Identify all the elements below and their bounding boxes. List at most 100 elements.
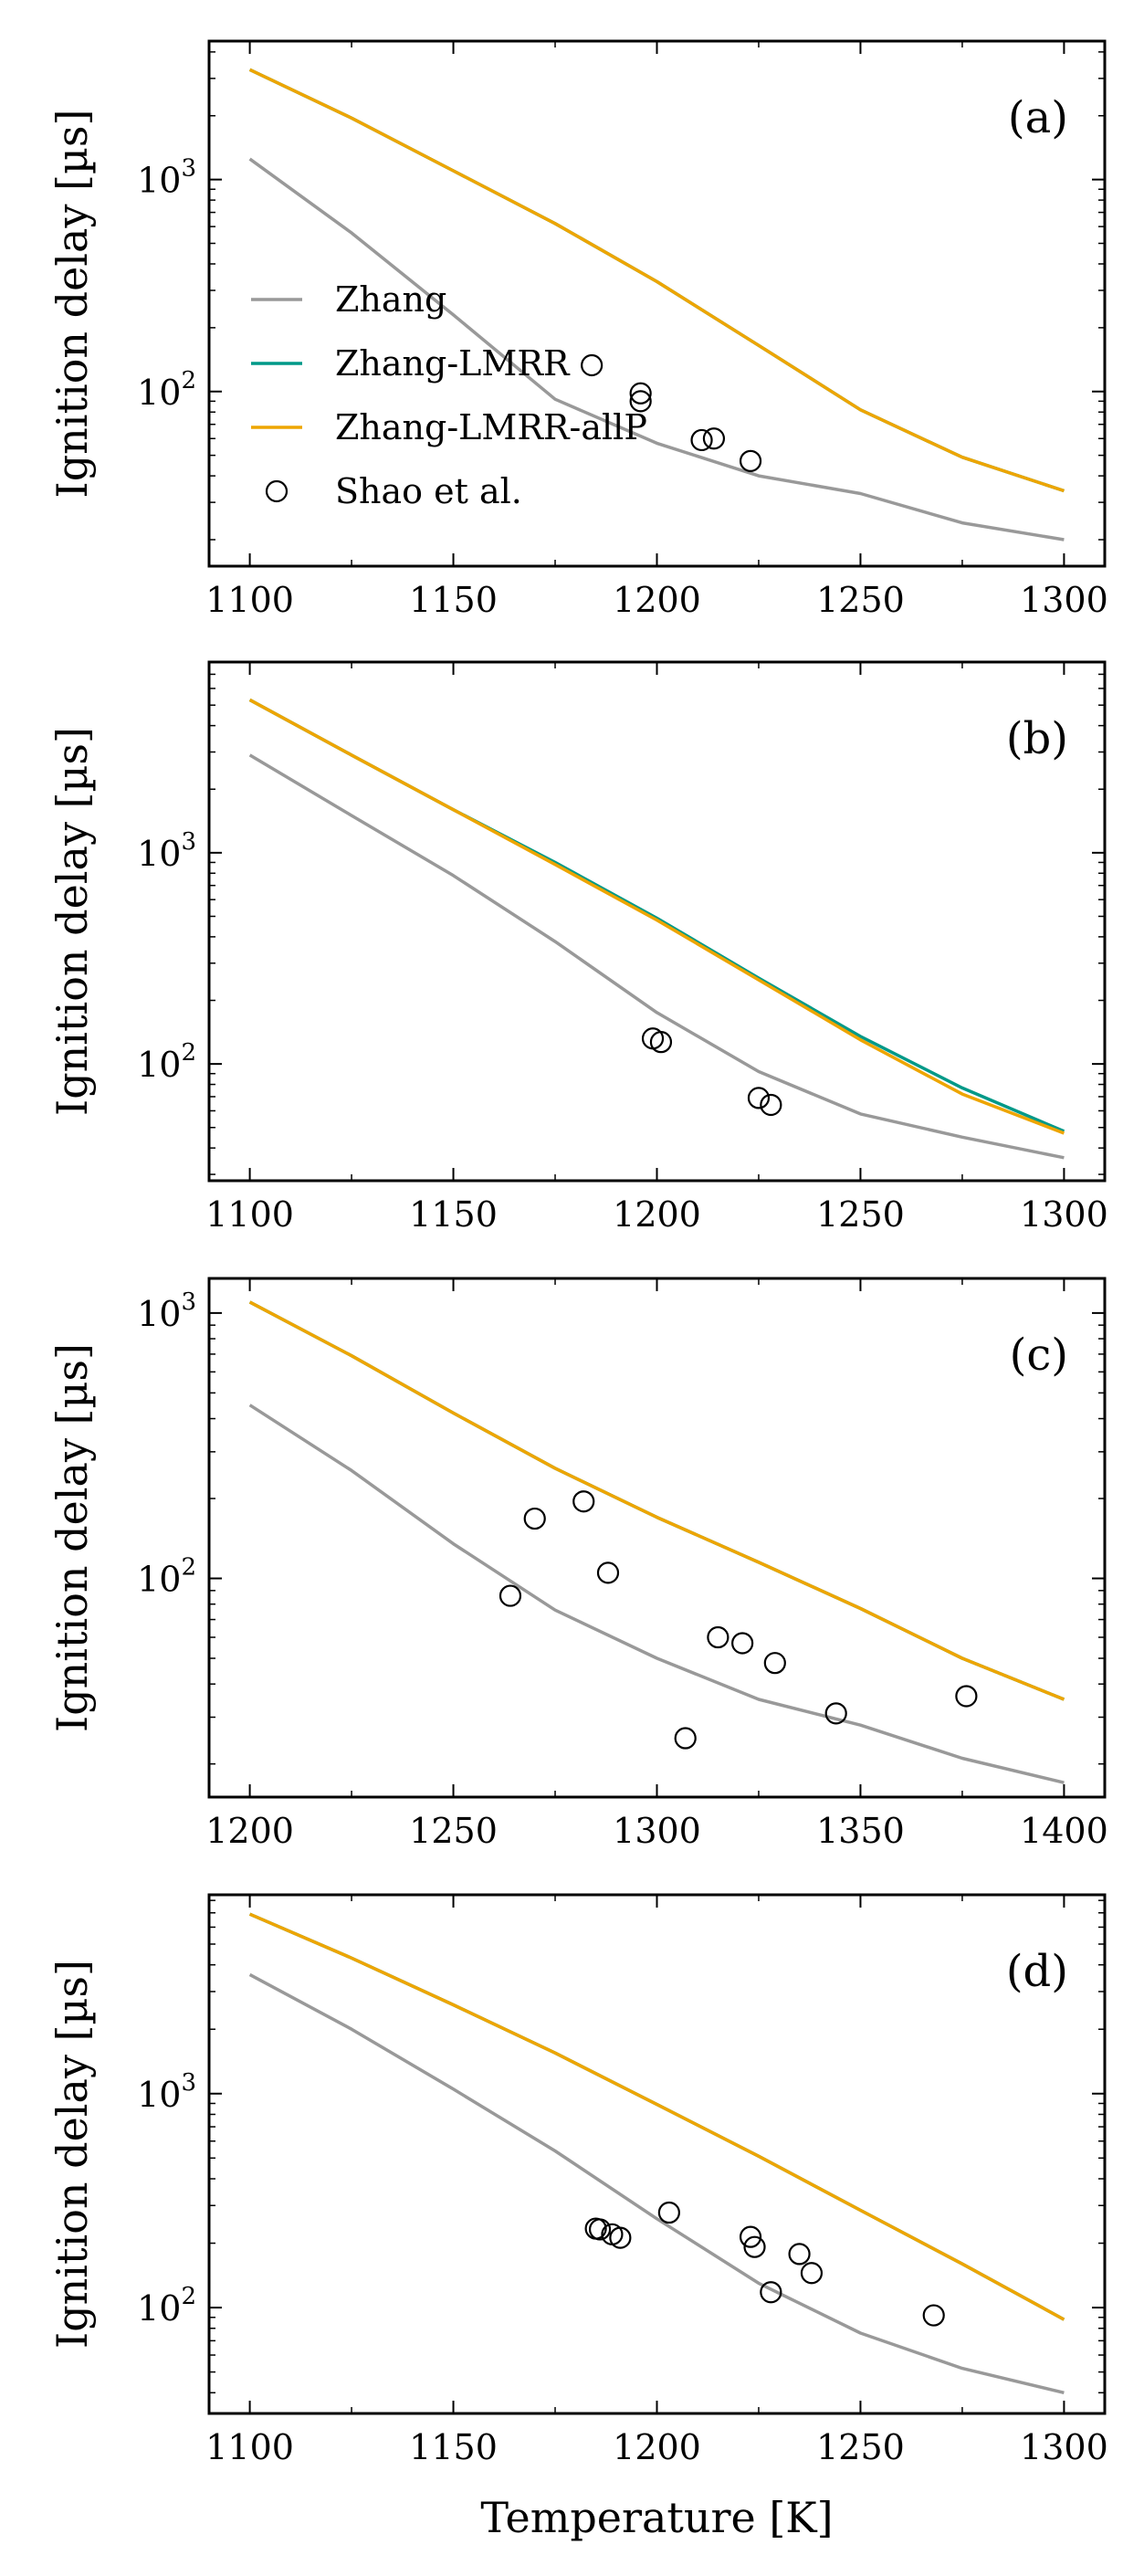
y-tick-label: 103: [137, 1288, 196, 1334]
x-tick-label: 1150: [409, 580, 498, 620]
y-tick-exponent: 2: [181, 1039, 196, 1067]
y-tick-label: 102: [137, 1039, 196, 1085]
data-area: [248, 68, 1065, 541]
data-point-shao: [955, 1685, 978, 1708]
y-axis-title: Ignition delay [µs]: [47, 1343, 97, 1732]
x-tick-label: 1300: [613, 1811, 701, 1851]
data-point-shao: [581, 353, 603, 377]
legend-label: Zhang: [335, 279, 446, 320]
x-tick-label: 1200: [205, 1811, 294, 1851]
series-line-zhang: [248, 753, 1065, 1160]
data-point-shao: [760, 2281, 782, 2304]
series-line-zhang: [248, 1404, 1065, 1784]
data-point-shao: [731, 1632, 754, 1655]
data-point-shao: [739, 449, 762, 472]
series-line-zhang: [248, 157, 1065, 541]
data-point-shao: [824, 1702, 847, 1725]
data-point-shao: [800, 2262, 824, 2285]
y-tick-exponent: 3: [181, 155, 196, 183]
y-tick-label: 103: [137, 2069, 196, 2115]
data-point-shao: [499, 1584, 522, 1607]
series-line-zhang-lmrr-allp: [248, 1300, 1065, 1701]
y-tick-exponent: 3: [181, 828, 196, 856]
series-line-zhang-lmrr-allp: [248, 1912, 1065, 2321]
y-tick-exponent: 2: [181, 2283, 196, 2310]
data-point-shao: [649, 1031, 673, 1054]
x-tick-label: 1150: [409, 2427, 498, 2467]
axes-frame: [207, 660, 1107, 1183]
data-point-shao: [922, 2304, 945, 2327]
y-tick-base: 10: [137, 2075, 181, 2115]
data-area: [248, 698, 1065, 1160]
data-point-shao: [760, 1093, 782, 1117]
data-point-shao: [707, 1625, 729, 1649]
x-tick-label: 1250: [409, 1811, 498, 1851]
legend-label: Shao et al.: [335, 471, 522, 511]
y-tick-base: 10: [137, 834, 181, 874]
data-point-shao: [739, 2225, 762, 2248]
y-axis-title: Ignition delay [µs]: [47, 727, 97, 1116]
y-tick-label: 102: [137, 2283, 196, 2329]
panel-label: (d): [1006, 1946, 1068, 1997]
x-tick-label: 1300: [1020, 580, 1108, 620]
y-tick-base: 10: [137, 1560, 181, 1600]
x-tick-label: 1150: [409, 1194, 498, 1235]
panel-label: (b): [1006, 713, 1068, 764]
y-tick-base: 10: [137, 2288, 181, 2329]
data-point-shao: [743, 2235, 766, 2258]
y-tick-base: 10: [137, 1045, 181, 1085]
series-line-zhang-lmrr: [248, 1300, 1065, 1701]
series-line-zhang: [248, 1972, 1065, 2395]
x-tick-label: 1250: [816, 580, 905, 620]
legend-label: Zhang-LMRR: [335, 343, 571, 384]
y-tick-exponent: 3: [181, 2069, 196, 2097]
x-tick-label: 1300: [1020, 2427, 1108, 2467]
x-tick-label: 1200: [613, 580, 701, 620]
y-tick-exponent: 2: [181, 367, 196, 394]
y-tick-exponent: 2: [181, 1554, 196, 1582]
x-tick-label: 1250: [816, 1194, 905, 1235]
y-tick-base: 10: [137, 1294, 181, 1334]
y-axis-title: Ignition delay [µs]: [47, 1960, 97, 2349]
x-tick-label: 1350: [816, 1811, 905, 1851]
axes-frame: [207, 1893, 1107, 2415]
panel-label: (c): [1010, 1330, 1068, 1381]
series-line-zhang-lmrr-allp: [248, 68, 1065, 493]
y-tick-label: 103: [137, 155, 196, 201]
data-point-shao: [702, 427, 726, 450]
data-point-shao: [609, 2226, 632, 2249]
data-point-shao: [788, 2243, 811, 2266]
y-tick-exponent: 3: [181, 1288, 196, 1316]
data-point-shao: [657, 2201, 680, 2224]
x-tick-label: 1100: [205, 2427, 294, 2467]
data-point-shao: [690, 428, 713, 452]
panel-label: (a): [1008, 92, 1068, 143]
y-tick-label: 102: [137, 367, 196, 413]
y-tick-label: 102: [137, 1554, 196, 1600]
x-tick-label: 1200: [613, 1194, 701, 1235]
data-point-shao: [747, 1087, 771, 1109]
data-area: [248, 1912, 1065, 2395]
x-tick-label: 1100: [205, 1194, 294, 1235]
x-tick-label: 1200: [613, 2427, 701, 2467]
data-point-shao: [596, 1561, 620, 1584]
data-area: [248, 1300, 1065, 1784]
series-line-zhang-lmrr: [248, 1912, 1065, 2321]
x-tick-label: 1400: [1020, 1811, 1108, 1851]
legend-marker-shao: [265, 479, 289, 503]
data-point-shao: [674, 1727, 697, 1750]
x-tick-label: 1100: [205, 580, 294, 620]
y-tick-base: 10: [137, 373, 181, 413]
data-point-shao: [588, 2218, 612, 2241]
x-tick-label: 1250: [816, 2427, 905, 2467]
data-point-shao: [763, 1652, 786, 1675]
y-tick-base: 10: [137, 161, 181, 201]
data-point-shao: [523, 1507, 546, 1530]
legend: Zhang Zhang-LMRR Zhang-LMRR-allP Shao et al…: [251, 279, 647, 511]
y-axis-title: Ignition delay [µs]: [47, 110, 97, 499]
